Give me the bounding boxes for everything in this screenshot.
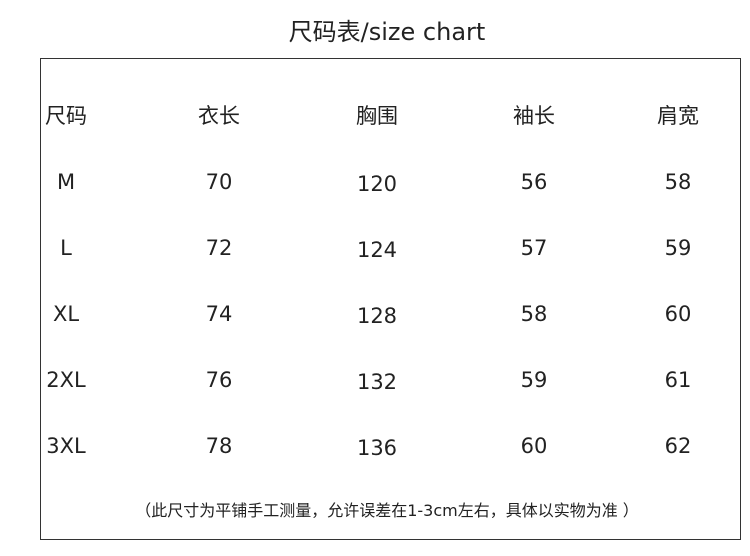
table-cell: 124 <box>356 238 398 262</box>
table-cell: 72 <box>205 236 233 260</box>
column-header: 胸围 <box>356 104 398 128</box>
chart-title: 尺码表/size chart <box>288 18 486 46</box>
table-cell: 70 <box>205 170 233 194</box>
table-cell: 56 <box>520 170 548 194</box>
table-cell: 78 <box>205 434 233 458</box>
table-cell: 128 <box>356 304 398 328</box>
column-header: 尺码 <box>45 104 87 128</box>
table-cell: 76 <box>205 368 233 392</box>
table-cell: 61 <box>664 368 692 392</box>
table-cell: 58 <box>664 170 692 194</box>
column-header: 袖长 <box>513 104 555 128</box>
measurement-note: （此尺寸为平铺手工测量，允许误差在1-3cm左右，具体以实物为准 ） <box>135 501 639 520</box>
table-cell: 132 <box>356 370 398 394</box>
table-cell: 3XL <box>46 434 86 458</box>
table-cell: 136 <box>356 436 398 460</box>
table-cell: 59 <box>520 368 548 392</box>
size-table-frame <box>40 58 741 540</box>
table-cell: XL <box>52 302 80 326</box>
table-cell: 62 <box>664 434 692 458</box>
table-cell: M <box>56 170 76 194</box>
table-cell: 57 <box>520 236 548 260</box>
table-cell: 59 <box>664 236 692 260</box>
table-cell: 60 <box>520 434 548 458</box>
table-cell: 60 <box>664 302 692 326</box>
table-cell: 120 <box>356 172 398 196</box>
table-cell: L <box>60 236 72 260</box>
column-header: 衣长 <box>198 104 240 128</box>
column-header: 肩宽 <box>657 104 699 128</box>
table-cell: 58 <box>520 302 548 326</box>
table-cell: 74 <box>205 302 233 326</box>
table-cell: 2XL <box>46 368 86 392</box>
